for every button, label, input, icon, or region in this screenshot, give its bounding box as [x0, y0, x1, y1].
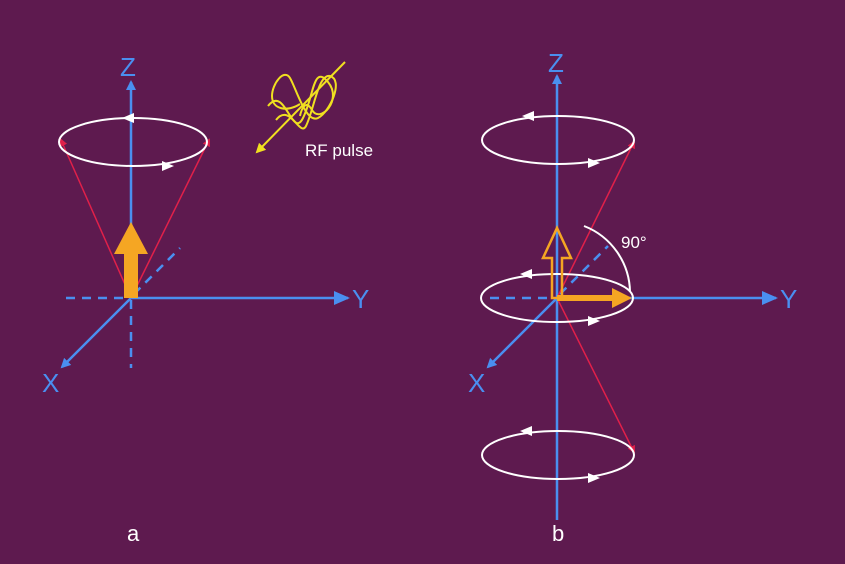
panel-a: RF pulse Z Y X a [42, 52, 373, 546]
panel-a-x-label: X [42, 368, 59, 398]
panel-a-x-axis-negative [133, 247, 181, 295]
panel-a-precession-arrowhead-top [122, 113, 134, 123]
panel-a-z-label: Z [120, 52, 136, 82]
panel-b-label: b [552, 521, 564, 546]
panel-a-cone-line-right [130, 138, 210, 299]
panel-b-x-axis [486, 297, 558, 369]
panel-b-z-label: Z [548, 48, 564, 78]
panel-b-original-magnetization-arrow [541, 225, 573, 300]
panel-b: 90° Z Y X b [468, 48, 797, 546]
panel-a-rf-pulse-wave [255, 61, 346, 154]
panel-b-precession-middle [480, 269, 634, 326]
panel-a-y-label: Y [352, 284, 369, 314]
panel-b-flipped-magnetization-arrow [557, 288, 632, 308]
panel-b-x-axis-negative [559, 245, 609, 295]
panel-a-axes [60, 80, 350, 369]
panel-a-x-axis [60, 297, 132, 369]
panel-b-rotation-arc [583, 225, 631, 293]
panel-b-cone-line-upper [556, 140, 635, 299]
panel-b-y-label: Y [780, 284, 797, 314]
panel-a-label: a [127, 521, 140, 546]
panel-a-cone-line-left [59, 138, 132, 299]
panel-b-cone-line-lower [556, 297, 635, 454]
panel-a-rf-label: RF pulse [305, 141, 373, 160]
panel-a-magnetization-arrow [114, 222, 148, 298]
panel-b-precession-top [481, 111, 635, 168]
panel-b-angle-label: 90° [621, 233, 647, 252]
panel-b-precession-bottom [481, 426, 635, 483]
panel-a-precession-arrowhead-bottom [162, 161, 174, 171]
panel-b-x-label: X [468, 368, 485, 398]
panel-a-precession-ellipse [58, 117, 208, 167]
